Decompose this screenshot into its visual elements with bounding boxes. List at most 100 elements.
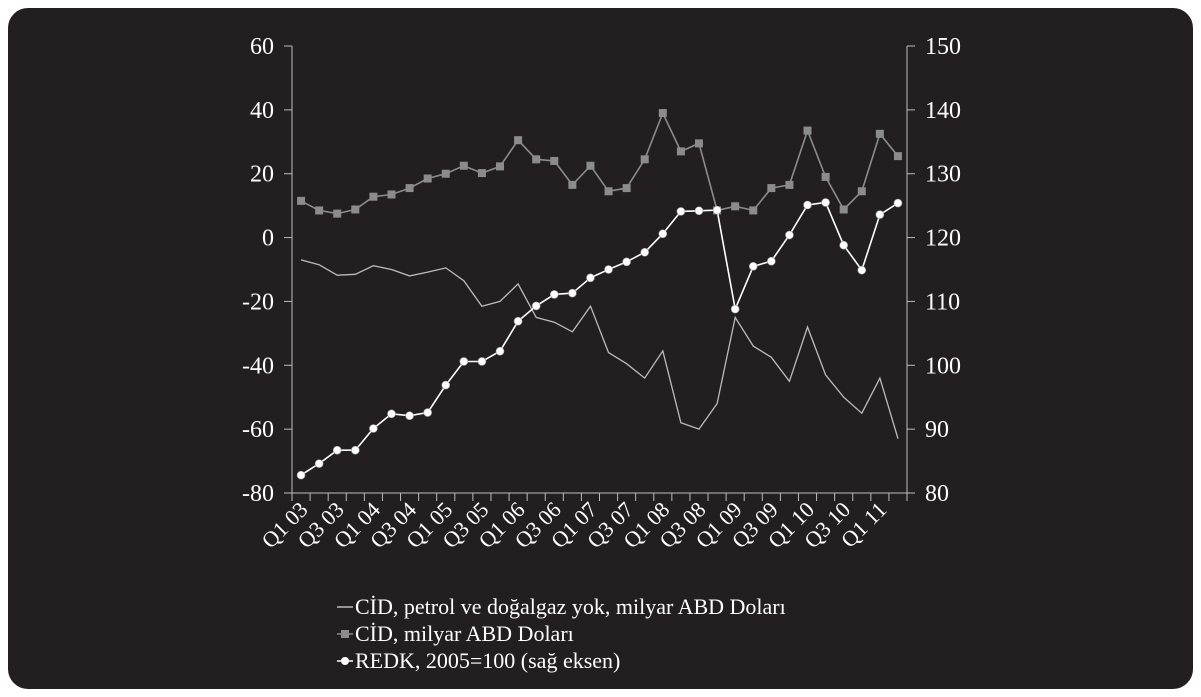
- data-point: [857, 265, 867, 275]
- y-right-tick-label: 90: [925, 417, 949, 443]
- plot-area: [296, 109, 903, 480]
- data-point: [369, 424, 378, 433]
- data-point: [568, 288, 577, 298]
- data-point: [658, 109, 667, 118]
- data-point: [875, 129, 884, 138]
- data-point: [658, 229, 668, 239]
- axes: [291, 46, 908, 494]
- y-right-tick-label: 150: [925, 34, 961, 60]
- data-point: [513, 316, 523, 326]
- data-point: [731, 202, 740, 211]
- data-point: [549, 290, 559, 299]
- data-point: [785, 180, 794, 189]
- y-left-tick-label: 60: [250, 34, 274, 60]
- data-point: [351, 445, 360, 455]
- data-point: [550, 156, 559, 165]
- y-left-tick-label: -40: [242, 353, 274, 379]
- y-right-tick-label: 130: [925, 162, 961, 188]
- data-point: [712, 205, 722, 215]
- data-point: [441, 169, 450, 178]
- data-point: [568, 180, 577, 189]
- data-point: [477, 357, 487, 366]
- data-point: [604, 187, 613, 196]
- data-point: [622, 257, 631, 267]
- data-point: [531, 301, 541, 311]
- data-point: [694, 206, 704, 216]
- y-right-ticks: 80 90 100 110 120 130 140 150: [907, 34, 961, 507]
- data-point: [893, 152, 902, 161]
- data-point: [767, 256, 776, 266]
- data-point: [676, 207, 686, 216]
- data-point: [694, 139, 703, 148]
- data-point: [459, 161, 468, 170]
- data-point: [296, 470, 306, 480]
- y-left-tick-label: -60: [242, 417, 274, 443]
- legend-item-2: CİD, milyar ABD Doları: [337, 621, 574, 646]
- data-point: [803, 200, 812, 210]
- data-point: [405, 411, 414, 421]
- legend-label: REDK, 2005=100 (sağ eksen): [355, 648, 620, 673]
- data-point: [297, 196, 306, 205]
- data-point: [821, 198, 830, 207]
- legend-swatch-marker: [341, 657, 349, 665]
- legend-swatch-marker: [341, 630, 349, 638]
- y-right-tick-label: 120: [925, 226, 961, 252]
- data-point: [749, 206, 758, 215]
- series-line: [300, 201, 899, 476]
- data-point: [405, 184, 414, 193]
- data-point: [351, 205, 360, 214]
- legend-item-3: REDK, 2005=100 (sağ eksen): [337, 648, 620, 673]
- data-point: [387, 409, 396, 419]
- y-left-tick-label: 0: [262, 226, 274, 252]
- series-2: [297, 109, 902, 218]
- y-left-tick-label: 40: [250, 98, 274, 124]
- data-point: [640, 247, 650, 257]
- data-point: [532, 155, 541, 164]
- data-point: [893, 198, 903, 208]
- series-line: [300, 259, 899, 439]
- y-left-ticks: -80 -60 -40 -20 0 20 40 60: [242, 34, 292, 507]
- data-point: [387, 190, 396, 199]
- data-point: [839, 240, 848, 250]
- data-point: [495, 346, 505, 356]
- data-point: [496, 162, 505, 171]
- data-point: [423, 408, 432, 417]
- data-point: [767, 184, 776, 193]
- data-point: [730, 304, 740, 314]
- y-right-tick-label: 110: [925, 289, 960, 315]
- legend-label: CİD, milyar ABD Doları: [355, 621, 574, 646]
- data-point: [423, 174, 432, 183]
- y-left-tick-label: -80: [242, 481, 274, 507]
- data-point: [622, 184, 631, 193]
- data-point: [333, 209, 342, 218]
- y-right-tick-label: 140: [925, 98, 961, 124]
- data-point: [477, 169, 486, 178]
- series-line: [300, 111, 899, 215]
- chart-frame: -80 -60 -40 -20 0 20 40 60 80 90 100 110 120 130 140 1…: [6, 6, 1195, 691]
- data-point: [315, 206, 324, 215]
- data-point: [640, 155, 649, 164]
- series-3: [296, 198, 903, 480]
- data-point: [785, 230, 794, 240]
- data-point: [676, 147, 685, 156]
- y-left-tick-label: -20: [242, 289, 274, 315]
- series-1: [300, 259, 899, 439]
- data-point: [314, 459, 324, 468]
- data-point: [875, 210, 885, 219]
- data-point: [514, 136, 523, 145]
- data-point: [821, 172, 830, 181]
- legend: CİD, petrol ve doğalgaz yok, milyar ABD …: [337, 594, 786, 673]
- data-point: [586, 273, 595, 283]
- data-point: [839, 205, 848, 214]
- data-point: [748, 262, 758, 271]
- data-point: [803, 126, 812, 135]
- data-point: [857, 187, 866, 196]
- data-point: [332, 445, 342, 455]
- y-right-tick-label: 100: [925, 353, 961, 379]
- data-point: [459, 357, 469, 366]
- data-point: [369, 192, 378, 201]
- y-right-tick-label: 80: [925, 481, 949, 507]
- legend-label: CİD, petrol ve doğalgaz yok, milyar ABD …: [355, 594, 786, 619]
- data-point: [586, 161, 595, 170]
